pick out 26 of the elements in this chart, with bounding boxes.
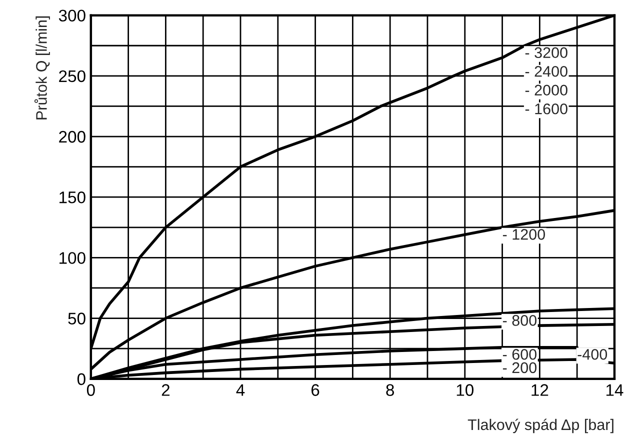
- annotation: - 1200: [502, 229, 545, 240]
- y-tick-label: 200: [59, 130, 86, 143]
- y-tick-label: 250: [59, 70, 86, 82]
- annotation: - 2000: [525, 84, 568, 96]
- y-tick-label: 150: [60, 192, 86, 204]
- y-axis-title: Průtok Q [l/min]: [34, 16, 50, 120]
- x-tick-label: 4: [236, 384, 245, 396]
- x-tick-label: 8: [386, 384, 394, 396]
- y-tick-label: 300: [58, 10, 86, 22]
- x-axis-title: Tlakový spád Δp [bar]: [468, 418, 614, 434]
- x-tick-label: 6: [312, 384, 320, 396]
- annotation: - 800: [502, 315, 536, 326]
- annotation: - 3200: [525, 47, 568, 58]
- x-tick-label: 12: [532, 384, 548, 396]
- annotation: - 2400: [525, 66, 568, 77]
- x-tick-label: 2: [162, 384, 170, 396]
- annotation: - 200: [502, 362, 536, 374]
- y-tick-label: 100: [60, 252, 86, 264]
- x-tick-label: 10: [456, 384, 474, 396]
- x-tick-label: 14: [606, 384, 624, 396]
- annotation: - 1600: [525, 103, 568, 114]
- x-tick-label: 0: [86, 384, 95, 396]
- annotation: - 600: [502, 348, 536, 360]
- y-tick-label: 0: [77, 373, 86, 386]
- y-tick-label: 50: [68, 312, 86, 324]
- annotation: -400: [578, 348, 608, 360]
